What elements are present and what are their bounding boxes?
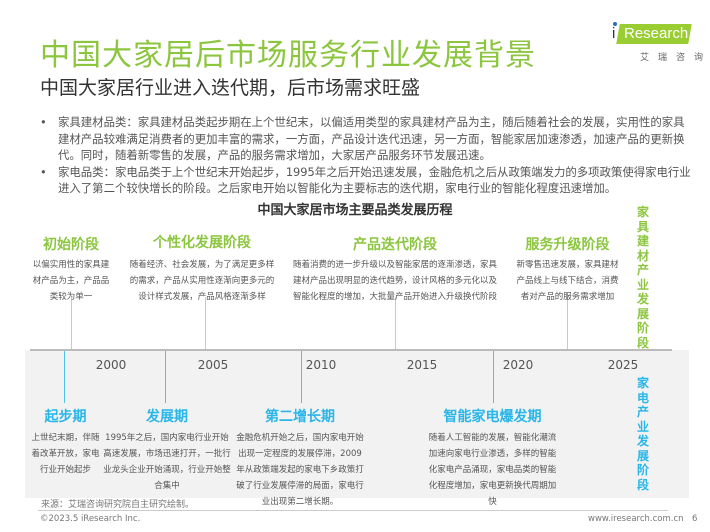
appliance-phase: 智能家电爆发期 随着人工智能的发展，智能化潮流加速向家电行业渗透，多样的智能化家… — [425, 406, 560, 510]
phase-name: 起步期 — [44, 409, 87, 425]
phase-name: 产品迭代阶段 — [353, 237, 437, 253]
website-link: www.iresearch.com.cn — [588, 514, 684, 524]
connector-line — [64, 351, 65, 403]
appliance-phase: 第二增长期 金融危机开始之后，国内家电开始出现一定程度的发展停滞，2009年从政… — [235, 406, 365, 510]
phase-name: 发展期 — [146, 409, 188, 425]
bullet-furniture: 家具建材品类：家具建材品类起步期在上个世纪末，以偏适用类型的家具建材产品为主，随… — [40, 114, 695, 164]
phase-desc: 上世纪末期，伴随着改革开放，家电行业开始起步 — [31, 433, 100, 475]
phase-name: 第二增长期 — [265, 409, 335, 425]
furniture-phase: 产品迭代阶段 随着消费的进一步升级以及智能家居的逐渐渗透，家具建材产品出现明显的… — [290, 234, 500, 305]
copyright: ©2023.5 iResearch Inc. — [40, 514, 141, 524]
bullet-list: 家具建材品类：家具建材品类起步期在上个世纪末，以偏适用类型的家具建材产品为主，随… — [40, 114, 695, 197]
source-note: 来源：艾瑞咨询研究院自主研究绘制。 — [41, 500, 195, 510]
year-label: 2005 — [197, 358, 229, 372]
connector-line — [395, 297, 396, 349]
phase-name: 个性化发展阶段 — [153, 235, 251, 251]
phase-name: 服务升级阶段 — [525, 237, 610, 253]
phase-desc: 1995年之后，国内家电行业开始高速发展，市场迅速打开，一批行业龙头企业开始涌现… — [103, 433, 231, 491]
bullet-appliance: 家电品类：家电品类于上个世纪末开始起步，1995年之后开始迅速发展，金融危机之后… — [40, 164, 695, 197]
phase-name: 初始阶段 — [43, 237, 99, 253]
phase-desc: 新零售迅速发展，家具建材产品线上与线下结合，消费者对产品的服务需求增加 — [516, 260, 619, 302]
iresearch-logo: i Research — [612, 22, 692, 46]
connector-line — [567, 297, 568, 349]
page-number: 6 — [692, 514, 698, 524]
phase-desc: 随着经济、社会发展，为了满足更多样的需求，产品从实用性逐渐向更多元的设计样式发展… — [129, 260, 275, 302]
year-label: 2020 — [502, 358, 534, 372]
furniture-phase: 初始阶段 以偏实用性的家具建材产品为主，产品品类较为单一 — [30, 234, 112, 305]
footer-divider — [38, 510, 668, 511]
appliance-phase: 发展期 1995年之后，国内家电行业开始高速发展，市场迅速打开，一批行业龙头企业… — [102, 406, 232, 494]
connector-line — [493, 351, 494, 403]
connector-line — [301, 351, 302, 403]
phase-name: 智能家电爆发期 — [443, 409, 542, 425]
connector-line — [205, 297, 206, 349]
phase-desc: 以偏实用性的家具建材产品为主，产品品类较为单一 — [32, 260, 110, 302]
connector-line — [71, 297, 72, 349]
appliance-panel — [25, 350, 689, 498]
page-title: 中国大家居后市场服务行业发展背景 — [40, 38, 536, 73]
appliance-phase: 起步期 上世纪末期，伴随着改革开放，家电行业开始起步 — [28, 406, 103, 478]
connector-line — [165, 351, 166, 403]
year-label: 2015 — [406, 358, 438, 372]
furniture-phase: 个性化发展阶段 随着经济、社会发展，为了满足更多样的需求，产品从实用性逐渐向更多… — [127, 232, 277, 305]
timeline-title: 中国大家居市场主要品类发展历程 — [257, 203, 453, 218]
furniture-stage-label: 家具建材产业发展阶段 — [636, 205, 649, 350]
year-label: 2025 — [607, 358, 639, 372]
appliance-stage-label: 家电产业发展阶段 — [636, 376, 649, 492]
timeline-axis — [30, 349, 672, 351]
furniture-phase: 服务升级阶段 新零售迅速发展，家具建材产品线上与线下结合，消费者对产品的服务需求… — [515, 234, 620, 305]
year-label: 2010 — [305, 358, 337, 372]
phase-desc: 金融危机开始之后，国内家电开始出现一定程度的发展停滞，2009年从政策端发起的家… — [236, 433, 364, 507]
logo-cn-text: 艾瑞咨询 — [640, 53, 710, 63]
phase-desc: 随着消费的进一步升级以及智能家居的逐渐渗透，家具建材产品出现明显的迭代趋势，设计… — [292, 260, 497, 302]
year-label: 2000 — [95, 358, 127, 372]
phase-desc: 随着人工智能的发展，智能化潮流加速向家电行业渗透，多样的智能化家电产品涌现，家电… — [428, 433, 557, 507]
page-subtitle: 中国大家居行业进入迭代期，后市场需求旺盛 — [40, 77, 421, 99]
